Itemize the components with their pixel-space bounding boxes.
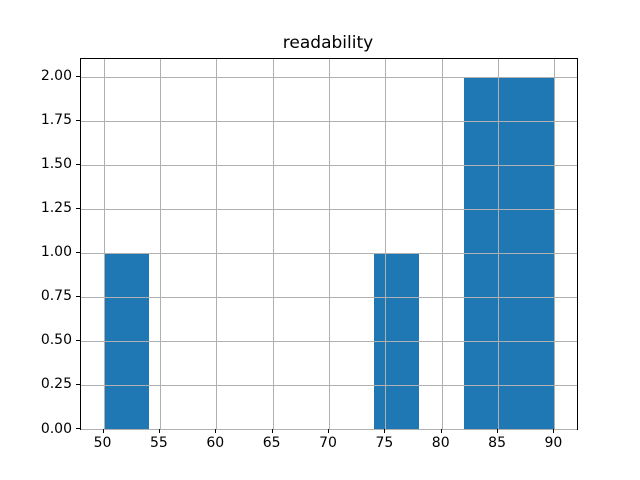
y-tick-label: 0.25: [40, 376, 72, 393]
gridline-horizontal: [81, 252, 577, 254]
gridline-horizontal: [81, 120, 577, 122]
x-tick-mark: [497, 429, 499, 433]
x-tick-label: 85: [488, 435, 506, 451]
gridline-horizontal: [81, 296, 577, 298]
gridline-vertical: [554, 59, 556, 429]
x-tick-mark: [102, 429, 104, 433]
x-tick-label: 90: [544, 435, 563, 451]
y-tick-label: 1.75: [40, 112, 72, 129]
grid-layer: [81, 59, 577, 430]
x-tick-label: 80: [431, 435, 450, 451]
gridline-horizontal: [81, 76, 577, 78]
x-tick-label: 60: [206, 435, 225, 451]
x-tick-label: 75: [375, 435, 394, 451]
x-tick-label: 70: [319, 435, 337, 451]
x-tick-mark: [384, 429, 386, 433]
y-tick-mark: [76, 295, 80, 297]
y-tick-mark: [76, 251, 80, 253]
gridline-vertical: [216, 59, 218, 429]
x-tick-label: 65: [262, 435, 281, 451]
gridline-vertical: [498, 59, 500, 429]
y-tick-label: 1.50: [40, 156, 72, 173]
x-tick-mark: [158, 429, 160, 433]
y-tick-label: 2.00: [40, 68, 72, 85]
plot-area: [80, 58, 578, 430]
y-tick-label: 0.50: [40, 332, 72, 349]
y-tick-mark: [76, 207, 80, 209]
gridline-vertical: [329, 59, 330, 429]
gridline-horizontal: [81, 384, 577, 386]
chart-title: readability: [282, 33, 374, 53]
y-tick-label: 0.00: [40, 420, 72, 437]
x-tick-mark: [553, 429, 555, 433]
x-tick-mark: [328, 429, 329, 433]
gridline-vertical: [385, 59, 387, 429]
x-tick-mark: [440, 429, 442, 433]
gridline-horizontal: [81, 340, 577, 342]
y-tick-label: 0.75: [40, 288, 72, 305]
y-tick-label: 1.25: [40, 200, 72, 217]
gridline-horizontal: [81, 429, 577, 430]
gridline-vertical: [103, 59, 105, 429]
gridline-vertical: [159, 59, 161, 429]
y-tick-mark: [76, 75, 80, 77]
x-tick-label: 50: [93, 435, 112, 451]
gridline-horizontal: [81, 164, 577, 166]
y-tick-mark: [76, 428, 80, 429]
y-tick-mark: [76, 163, 80, 165]
gridline-vertical: [272, 59, 274, 429]
y-tick-mark: [76, 339, 80, 341]
y-tick-mark: [76, 383, 80, 385]
x-tick-label: 55: [149, 435, 168, 451]
gridline-horizontal: [81, 208, 577, 210]
x-tick-mark: [271, 429, 273, 433]
y-tick-mark: [76, 119, 80, 121]
x-tick-mark: [215, 429, 217, 433]
y-tick-label: 1.00: [40, 244, 72, 261]
gridline-vertical: [441, 59, 443, 429]
